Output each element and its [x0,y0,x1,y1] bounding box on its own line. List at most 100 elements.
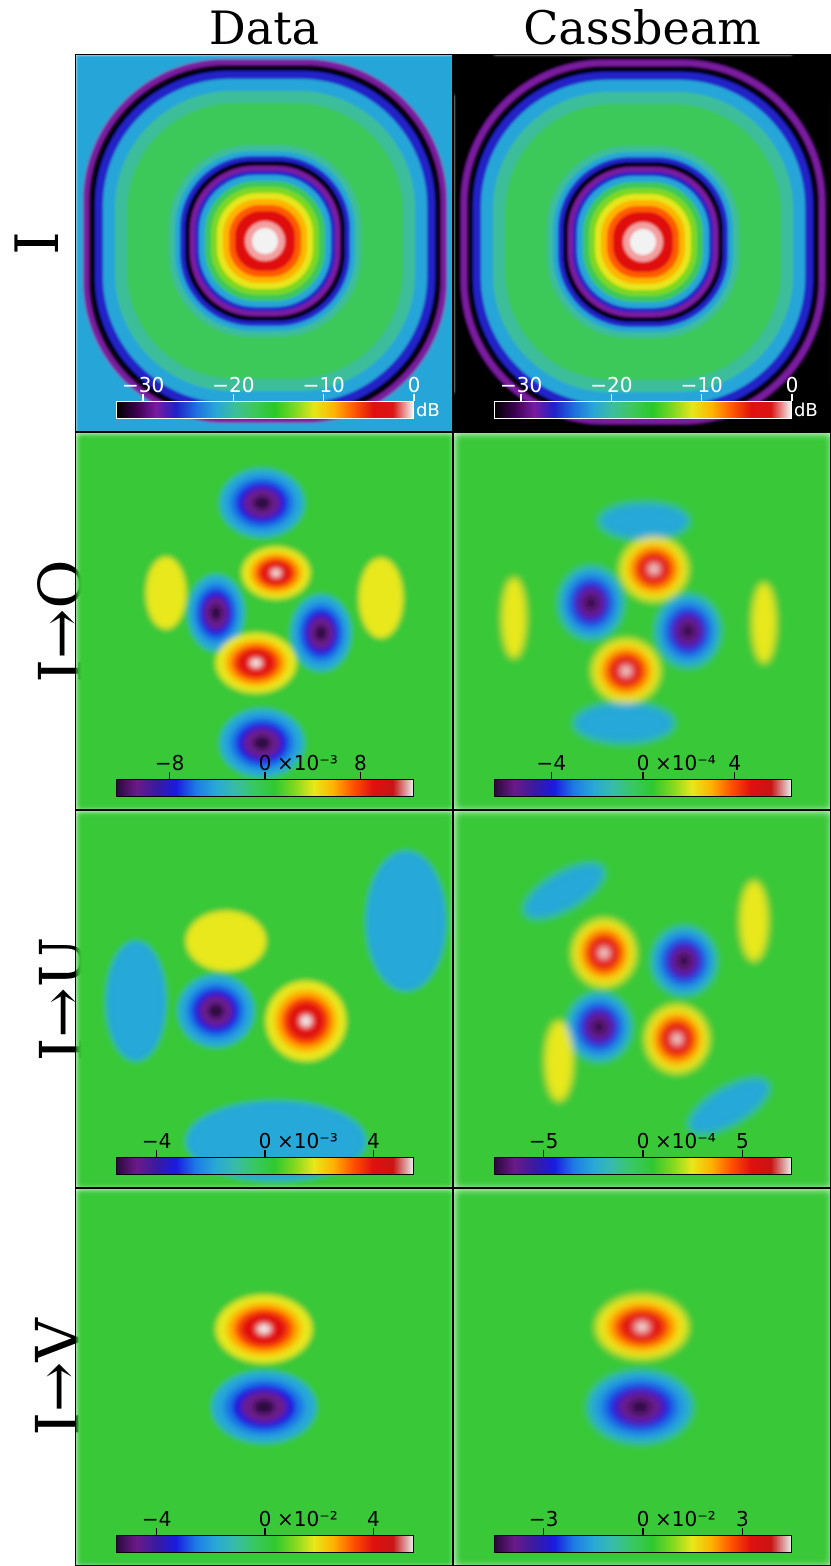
colorbar-tick-mark [520,394,522,401]
colorbar-tick-mark [168,772,171,779]
colorbar-tick-label: −4 [141,1129,172,1153]
colorbar-tick-mark [610,394,613,401]
negative-lobe-1-level-0 [689,1078,769,1134]
colorbar-tick-mark [741,1150,744,1157]
colorbar-tick-label: −4 [536,751,567,775]
heatmap-image [76,1189,452,1565]
colorbar-tick-mark [733,772,736,779]
colorbar [116,779,414,797]
corner-null-2 [454,393,494,431]
colorbar-tick-mark [542,1150,545,1157]
negative-lobe-2-level-0 [599,503,689,539]
colorbar-tick-mark [155,1528,158,1535]
colorbar-tick-label: −20 [212,373,255,397]
colorbar-tick-mark [372,1150,375,1157]
corner-null-1 [792,55,830,95]
row-label-i-to-q: I→Q [26,559,97,683]
colorbar-tick-mark [700,394,703,401]
positive-lobe-0-level-0 [146,557,186,629]
positive-lobe-2-level-5 [601,949,607,957]
negative-lobe-2-level-4 [253,496,271,510]
row-label-i-to-u: I→U [27,936,98,1062]
colorbar-tick-mark [359,772,362,779]
colorbar-tick-label: 0 [258,1129,272,1153]
negative-lobe-5-level-4 [315,625,327,641]
heatmap-panel-cassbeam-row-2: −5 0 5 ×10⁻⁴ [453,810,831,1188]
colorbar [494,401,792,419]
colorbar [494,1157,792,1175]
colorbar-tick-label: −30 [499,373,543,397]
heatmap-panel-data-row-3: −4 0 4 ×10⁻² [75,1188,453,1566]
colorbar-exponent: ×10⁻⁴ [655,1129,716,1153]
heatmap-panel-cassbeam-row-3: −3 0 3 ×10⁻² [453,1188,831,1566]
negative-lobe-3-level-4 [208,1003,224,1019]
heatmap-image [454,55,830,431]
colorbar-tick-mark [372,1528,375,1535]
negative-lobe-3-level-4 [253,736,271,750]
positive-lobe-6-level-0 [545,1021,573,1101]
colorbar [494,1535,792,1553]
corner-null-0 [454,55,494,95]
colorbar-tick-mark [322,394,325,401]
positive-lobe-7-level-5 [252,660,260,666]
colorbar-tick-label: −8 [154,751,185,775]
heatmap-image [76,55,452,431]
positive-lobe-7-level-0 [740,881,768,961]
beam-peak [630,229,656,255]
negative-lobe-4-level-4 [210,605,222,621]
colorbar-tick-label: −5 [528,1129,559,1153]
positive-lobe-0-level-5 [637,1324,647,1330]
colorbar-tick-label: 0 [636,1129,650,1153]
colorbar [494,779,792,797]
colorbar-tick-mark [642,1528,644,1535]
colorbar-tick-label: 5 [735,1129,749,1153]
colorbar-tick-label: −10 [302,373,345,397]
colorbar-tick-mark [264,1150,266,1157]
colorbar-exponent: ×10⁻² [277,1507,338,1531]
positive-lobe-0-level-0 [186,911,266,971]
colorbar [116,1157,414,1175]
positive-lobe-5-level-5 [674,1035,680,1043]
colorbar-tick-label: −3 [528,1507,559,1531]
colorbar-unit: dB [416,400,440,421]
colorbar-tick-mark [542,1528,545,1535]
column-title-data: Data [208,1,320,55]
colorbar-tick-label: 0 [407,373,421,397]
colorbar-tick-mark [741,1528,744,1535]
heatmap-image [76,433,452,809]
colorbar-tick-label: −10 [680,373,723,397]
negative-lobe-3-level-0 [574,703,674,743]
colorbar-tick-label: −20 [590,373,633,397]
positive-lobe-4-level-5 [302,1017,310,1025]
beam-peak [252,228,278,254]
colorbar-unit: dB [794,400,818,421]
colorbar-tick-label: 4 [728,751,742,775]
colorbar-tick-label: −4 [141,1507,172,1531]
colorbar [116,401,414,419]
negative-lobe-1-level-4 [629,1399,651,1415]
negative-lobe-1-level-4 [253,1399,275,1415]
negative-lobe-4-level-4 [592,1020,606,1034]
colorbar-tick-label: 0 [636,1507,650,1531]
colorbar-tick-mark [155,1150,158,1157]
colorbar-tick-mark [791,394,793,401]
colorbar-tick-mark [264,1528,266,1535]
negative-lobe-3-level-4 [677,954,691,968]
row-label-i: I [2,231,73,255]
colorbar-tick-label: 4 [366,1129,380,1153]
colorbar-tick-label: 3 [735,1507,749,1531]
colorbar-exponent: ×10⁻³ [277,751,338,775]
positive-lobe-0-level-5 [259,1325,269,1333]
colorbar [116,1535,414,1553]
colorbar-tick-mark [413,394,415,401]
colorbar-tick-mark [550,772,553,779]
heatmap-panel-data-row-0: −30 −20 −10 0 dB [75,54,453,432]
colorbar-tick-label: 4 [366,1507,380,1531]
colorbar-tick-mark [642,1150,644,1157]
leakage-background [454,811,830,1187]
row-label-i-to-v: I→V [23,1318,94,1436]
colorbar-tick-label: 0 [636,751,650,775]
colorbar-tick-mark [142,394,144,401]
positive-lobe-6-level-5 [272,570,280,576]
colorbar-exponent: ×10⁻³ [277,1129,338,1153]
